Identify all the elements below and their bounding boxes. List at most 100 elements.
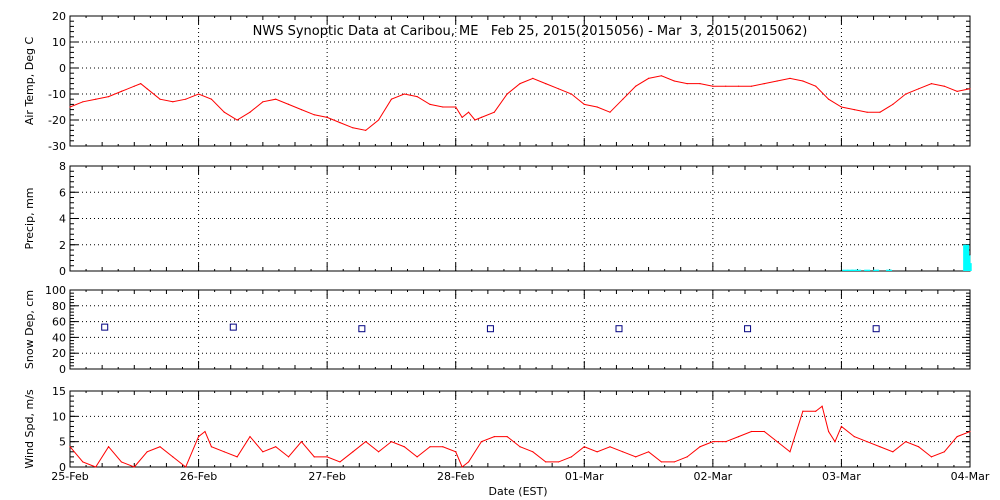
data-point [956,90,958,92]
data-point [699,83,701,85]
data-point [442,446,444,448]
y-tick-label: 6 [59,186,66,199]
data-point [956,436,958,438]
data-point [532,451,534,453]
data-point [197,436,200,438]
data-point [725,441,727,443]
data-point [159,98,161,100]
data-point [377,451,380,453]
data-point [480,441,483,443]
y-tick-label: 0 [59,62,66,75]
data-point [210,98,213,100]
data-point [917,88,920,90]
x-tick-label: 03-Mar [822,470,861,483]
data-point [583,103,585,105]
data-point [660,461,663,463]
data-point [815,85,817,87]
y-axis-label: Snow Dep, cm [23,290,36,369]
data-point [275,446,277,448]
data-point [133,85,135,87]
panel-2: 0 2 4 6 8 Precip, mm [23,160,972,278]
y-axis-label: Air Temp, Deg C [23,37,36,126]
x-tick-label: 25-Feb [51,470,88,483]
precip-bar [873,269,880,271]
data-point [570,456,573,458]
data-point [905,441,907,443]
data-point [892,451,894,453]
data-point [236,456,238,458]
data-point [467,461,470,463]
data-point [821,405,823,407]
data-point [236,119,238,121]
y-axis-label: Precip, mm [23,188,36,250]
snow-marker [101,323,109,331]
y-tick-label: 10 [52,36,66,49]
data-point [146,451,148,453]
data-point [827,98,830,100]
data-point [802,80,804,82]
data-point [647,77,650,79]
data-point [943,85,945,87]
data-point [262,451,264,453]
y-tick-label: 10 [52,410,66,423]
snow-marker [486,325,494,333]
snow-marker [615,325,623,333]
data-point [686,83,688,85]
y-tick-label: -30 [48,140,66,153]
y-tick-label: 40 [52,331,66,344]
data-point [416,456,418,458]
data-point [493,436,495,438]
data-point [647,451,650,453]
data-point [635,85,637,87]
data-point [506,93,508,95]
data-point [107,96,110,98]
data-point [429,446,431,448]
y-tick-label: 60 [52,316,66,329]
data-point [416,96,418,98]
data-point [969,88,971,90]
y-tick-label: 0 [59,363,66,376]
data-point [313,114,315,116]
data-point [673,80,675,82]
precip-bar [965,263,972,271]
data-point [493,111,495,113]
data-point [339,122,341,124]
data-point [866,441,868,443]
y-tick-label: 20 [52,347,66,360]
series-line [69,75,971,131]
precip-bar [864,269,871,271]
data-point [866,111,868,113]
data-point [133,466,135,468]
snow-marker [872,325,880,333]
data-point [686,456,688,458]
data-point [172,101,174,103]
data-point [461,466,463,468]
data-point [596,106,598,108]
data-point [853,436,855,438]
data-point [917,446,920,448]
data-point [82,461,84,463]
data-point [622,98,624,100]
data-point [120,461,123,463]
chart-panels: -30 -20 -10 0 10 20 Air Temp, Deg C 0 2 4 6 8 Precip… [23,10,990,483]
plot-frame [69,390,971,468]
series-line [69,405,971,468]
data-point [69,106,71,108]
data-point [140,83,142,85]
data-point [95,98,97,100]
data-point [82,101,84,103]
data-point [725,85,727,87]
data-point [532,77,534,79]
panel-3: 0 20 40 60 80 100 Snow Dep, cm [23,284,971,376]
data-point [840,106,843,108]
data-point [827,430,830,433]
precip-bar [847,269,854,271]
y-tick-label: 4 [59,213,66,226]
y-tick-label: 0 [59,461,66,474]
y-tick-label: 20 [52,10,66,23]
data-point [750,430,753,433]
data-point [300,441,303,443]
data-point [365,441,367,443]
data-point [763,83,765,85]
